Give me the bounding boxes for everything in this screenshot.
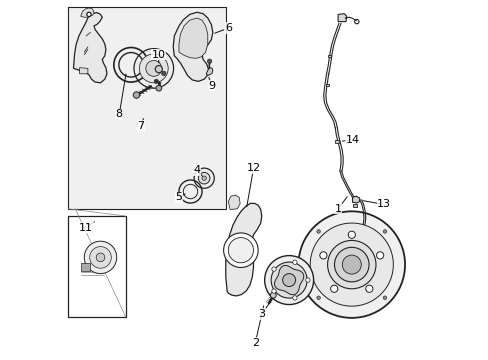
Polygon shape (73, 13, 107, 83)
Polygon shape (228, 195, 240, 210)
Circle shape (298, 211, 404, 318)
Polygon shape (337, 14, 346, 22)
Text: 11: 11 (79, 222, 93, 233)
Circle shape (207, 59, 211, 63)
Polygon shape (80, 68, 88, 74)
Circle shape (198, 172, 209, 184)
Circle shape (365, 285, 372, 292)
Circle shape (305, 278, 309, 282)
Circle shape (155, 66, 162, 73)
Circle shape (330, 285, 337, 292)
Polygon shape (81, 263, 90, 271)
Text: 3: 3 (258, 309, 264, 319)
Circle shape (327, 240, 375, 289)
Circle shape (162, 71, 166, 76)
Circle shape (319, 252, 326, 259)
Circle shape (139, 54, 168, 83)
Polygon shape (68, 216, 125, 317)
Polygon shape (225, 203, 261, 296)
Text: 8: 8 (116, 109, 122, 120)
Circle shape (223, 233, 258, 267)
Circle shape (264, 256, 313, 305)
Circle shape (156, 85, 162, 91)
Circle shape (89, 247, 111, 268)
Polygon shape (352, 196, 359, 203)
Polygon shape (334, 140, 338, 143)
Text: 4: 4 (193, 165, 200, 175)
Circle shape (271, 289, 276, 293)
Text: 9: 9 (208, 81, 215, 91)
Circle shape (309, 223, 392, 306)
Circle shape (292, 296, 297, 300)
Text: 6: 6 (224, 23, 231, 33)
Polygon shape (81, 8, 94, 17)
Circle shape (316, 230, 320, 233)
Circle shape (84, 241, 117, 274)
Polygon shape (68, 7, 226, 209)
Circle shape (316, 296, 320, 300)
Circle shape (282, 274, 295, 287)
Polygon shape (173, 12, 212, 81)
Polygon shape (325, 84, 328, 86)
Circle shape (376, 252, 383, 259)
Circle shape (228, 238, 253, 263)
Circle shape (154, 79, 158, 84)
Circle shape (270, 262, 306, 298)
Text: 14: 14 (345, 135, 359, 145)
Polygon shape (206, 68, 212, 75)
Circle shape (202, 176, 206, 180)
Circle shape (271, 267, 276, 271)
Text: 5: 5 (175, 192, 182, 202)
Text: 12: 12 (246, 163, 260, 174)
Circle shape (342, 255, 361, 274)
Polygon shape (327, 55, 330, 57)
Circle shape (383, 230, 386, 233)
Circle shape (347, 231, 355, 238)
Circle shape (194, 168, 214, 188)
Polygon shape (179, 18, 207, 58)
Circle shape (96, 253, 104, 262)
Text: 1: 1 (334, 204, 341, 214)
Polygon shape (274, 265, 303, 295)
Circle shape (292, 260, 297, 265)
Circle shape (145, 60, 162, 76)
Polygon shape (352, 204, 356, 207)
Circle shape (270, 292, 276, 298)
Circle shape (134, 49, 173, 88)
Circle shape (87, 12, 91, 17)
Circle shape (334, 247, 368, 282)
Circle shape (133, 92, 140, 98)
Circle shape (383, 296, 386, 300)
Text: 2: 2 (251, 338, 258, 348)
Text: 13: 13 (376, 199, 390, 210)
Text: 10: 10 (151, 50, 165, 60)
Text: 7: 7 (137, 121, 144, 131)
